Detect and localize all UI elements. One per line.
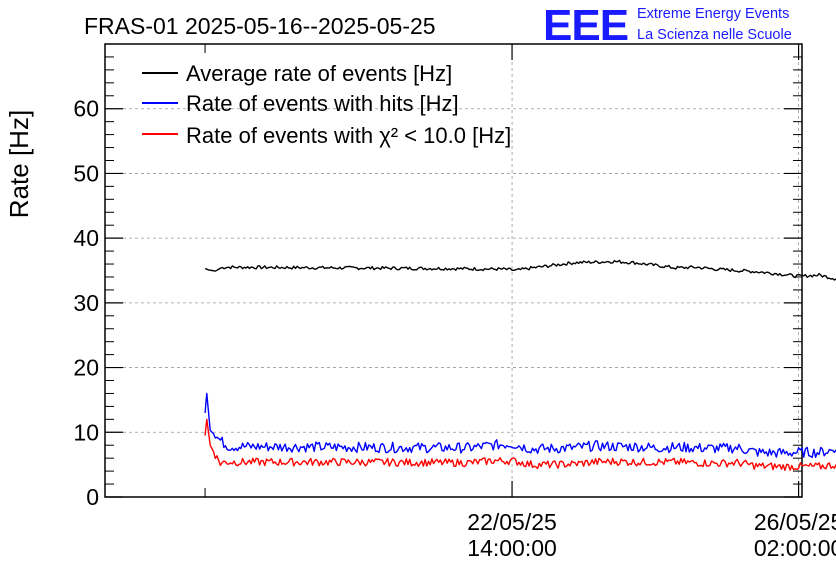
x-tick-label-time: 02:00:00 [754,535,836,561]
series-line-0 [204,259,836,281]
y-axis-label: Rate [Hz] [4,110,34,218]
series-line-2 [204,418,836,471]
logo-line1: Extreme Energy Events [637,6,789,22]
legend-label-chi2: Rate of events with χ² < 10.0 [Hz] [186,123,511,148]
legend: Average rate of events [Hz] Rate of even… [142,61,511,148]
x-tick-label-date: 22/05/25 [467,509,557,535]
series-lines [204,259,836,471]
logo-line2: La Scienza nelle Scuole [637,27,792,43]
y-tick-label: 40 [73,225,99,251]
eee-logo: EEE Extreme Energy Events La Scienza nel… [543,1,792,50]
chart-title: FRAS-01 2025-05-16--2025-05-25 [84,13,436,39]
legend-label-hits: Rate of events with hits [Hz] [186,91,459,116]
y-tick-label: 20 [73,355,99,381]
y-tick-label: 30 [73,290,99,316]
x-tick-label-date: 26/05/25 [754,509,836,535]
grid [105,44,802,497]
series-line-1 [204,392,836,459]
y-tick-label: 0 [86,484,99,510]
y-tick-label: 50 [73,160,99,186]
x-tick-label-time: 14:00:00 [467,535,557,561]
plot-frame [104,43,803,498]
legend-label-average: Average rate of events [Hz] [186,61,452,86]
logo-mark: EEE [543,1,628,50]
y-tick-label: 60 [73,96,99,122]
y-tick-label: 10 [73,419,99,445]
